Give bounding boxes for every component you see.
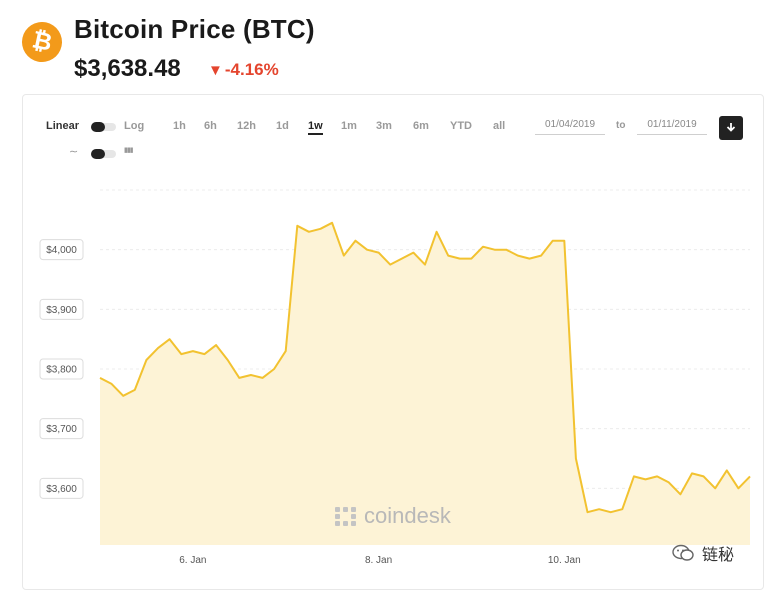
y-tick-box xyxy=(39,477,84,499)
range-3m[interactable]: 3m xyxy=(376,120,392,132)
y-tick-label: $3,700 xyxy=(46,424,77,435)
range-1d[interactable]: 1d xyxy=(276,120,289,132)
chart-type-toggle[interactable] xyxy=(91,149,116,159)
current-price: $3,638.48 xyxy=(74,55,181,82)
range-1w[interactable]: 1w xyxy=(308,120,323,135)
price-line xyxy=(99,221,751,514)
date-from-input[interactable]: 01/04/2019 xyxy=(535,116,605,135)
bitcoin-logo-icon: ₿ xyxy=(18,18,66,66)
y-tick-label: $4,000 xyxy=(46,245,77,256)
line-chart-icon[interactable]: ∼ xyxy=(69,146,79,158)
down-arrow-icon: ▼ xyxy=(208,62,223,79)
chart-card: Linear Log ∼ ▮▮▮ 1h 6h 12h 1d 1w 1m 3m 6… xyxy=(22,94,764,590)
y-tick-label: $3,800 xyxy=(46,364,77,375)
scale-toggle-knob xyxy=(91,122,105,132)
coindesk-watermark: coindesk xyxy=(335,503,451,529)
wechat-icon xyxy=(672,544,694,561)
chart-type-toggle-knob xyxy=(91,149,105,159)
price-change-value: -4.16% xyxy=(224,60,279,79)
y-tick-box xyxy=(39,358,84,380)
range-6h[interactable]: 6h xyxy=(204,120,217,132)
price-chart: $4,000 $3,900 $3,800 $3,700 $3,600 6. Jan 8. J… xyxy=(39,189,751,566)
y-tick-label: $3,600 xyxy=(46,484,77,495)
watermark-text: coindesk xyxy=(364,503,451,528)
scale-toggle[interactable] xyxy=(91,122,116,132)
range-ytd[interactable]: YTD xyxy=(450,120,472,132)
scale-log-label[interactable]: Log xyxy=(124,120,145,132)
y-tick-label: $3,900 xyxy=(46,305,77,316)
range-12h[interactable]: 12h xyxy=(237,120,256,132)
price-area xyxy=(100,222,750,546)
download-button[interactable] xyxy=(719,116,743,140)
date-to-input[interactable]: 01/11/2019 xyxy=(637,116,707,135)
wechat-label: 链秘 xyxy=(702,547,735,564)
range-all[interactable]: all xyxy=(493,120,506,132)
x-tick-label: 10. Jan xyxy=(548,555,581,566)
range-1h[interactable]: 1h xyxy=(173,120,186,132)
y-tick-box xyxy=(39,418,84,440)
scale-linear-label[interactable]: Linear xyxy=(46,120,80,132)
y-tick-box xyxy=(39,239,84,261)
x-tick-label: 6. Jan xyxy=(179,555,206,566)
date-to-label: to xyxy=(616,120,626,131)
download-icon xyxy=(726,123,736,132)
range-1m[interactable]: 1m xyxy=(341,120,357,132)
bar-chart-icon[interactable]: ▮▮▮ xyxy=(124,147,134,154)
range-6m[interactable]: 6m xyxy=(413,120,429,132)
y-tick-box xyxy=(39,298,84,320)
page-title: Bitcoin Price (BTC) xyxy=(74,14,315,44)
coindesk-logo-icon xyxy=(335,506,357,526)
price-change: ▼ -4.16% xyxy=(208,60,279,80)
wechat-badge: 链秘 xyxy=(672,541,734,565)
x-tick-label: 8. Jan xyxy=(365,555,392,566)
